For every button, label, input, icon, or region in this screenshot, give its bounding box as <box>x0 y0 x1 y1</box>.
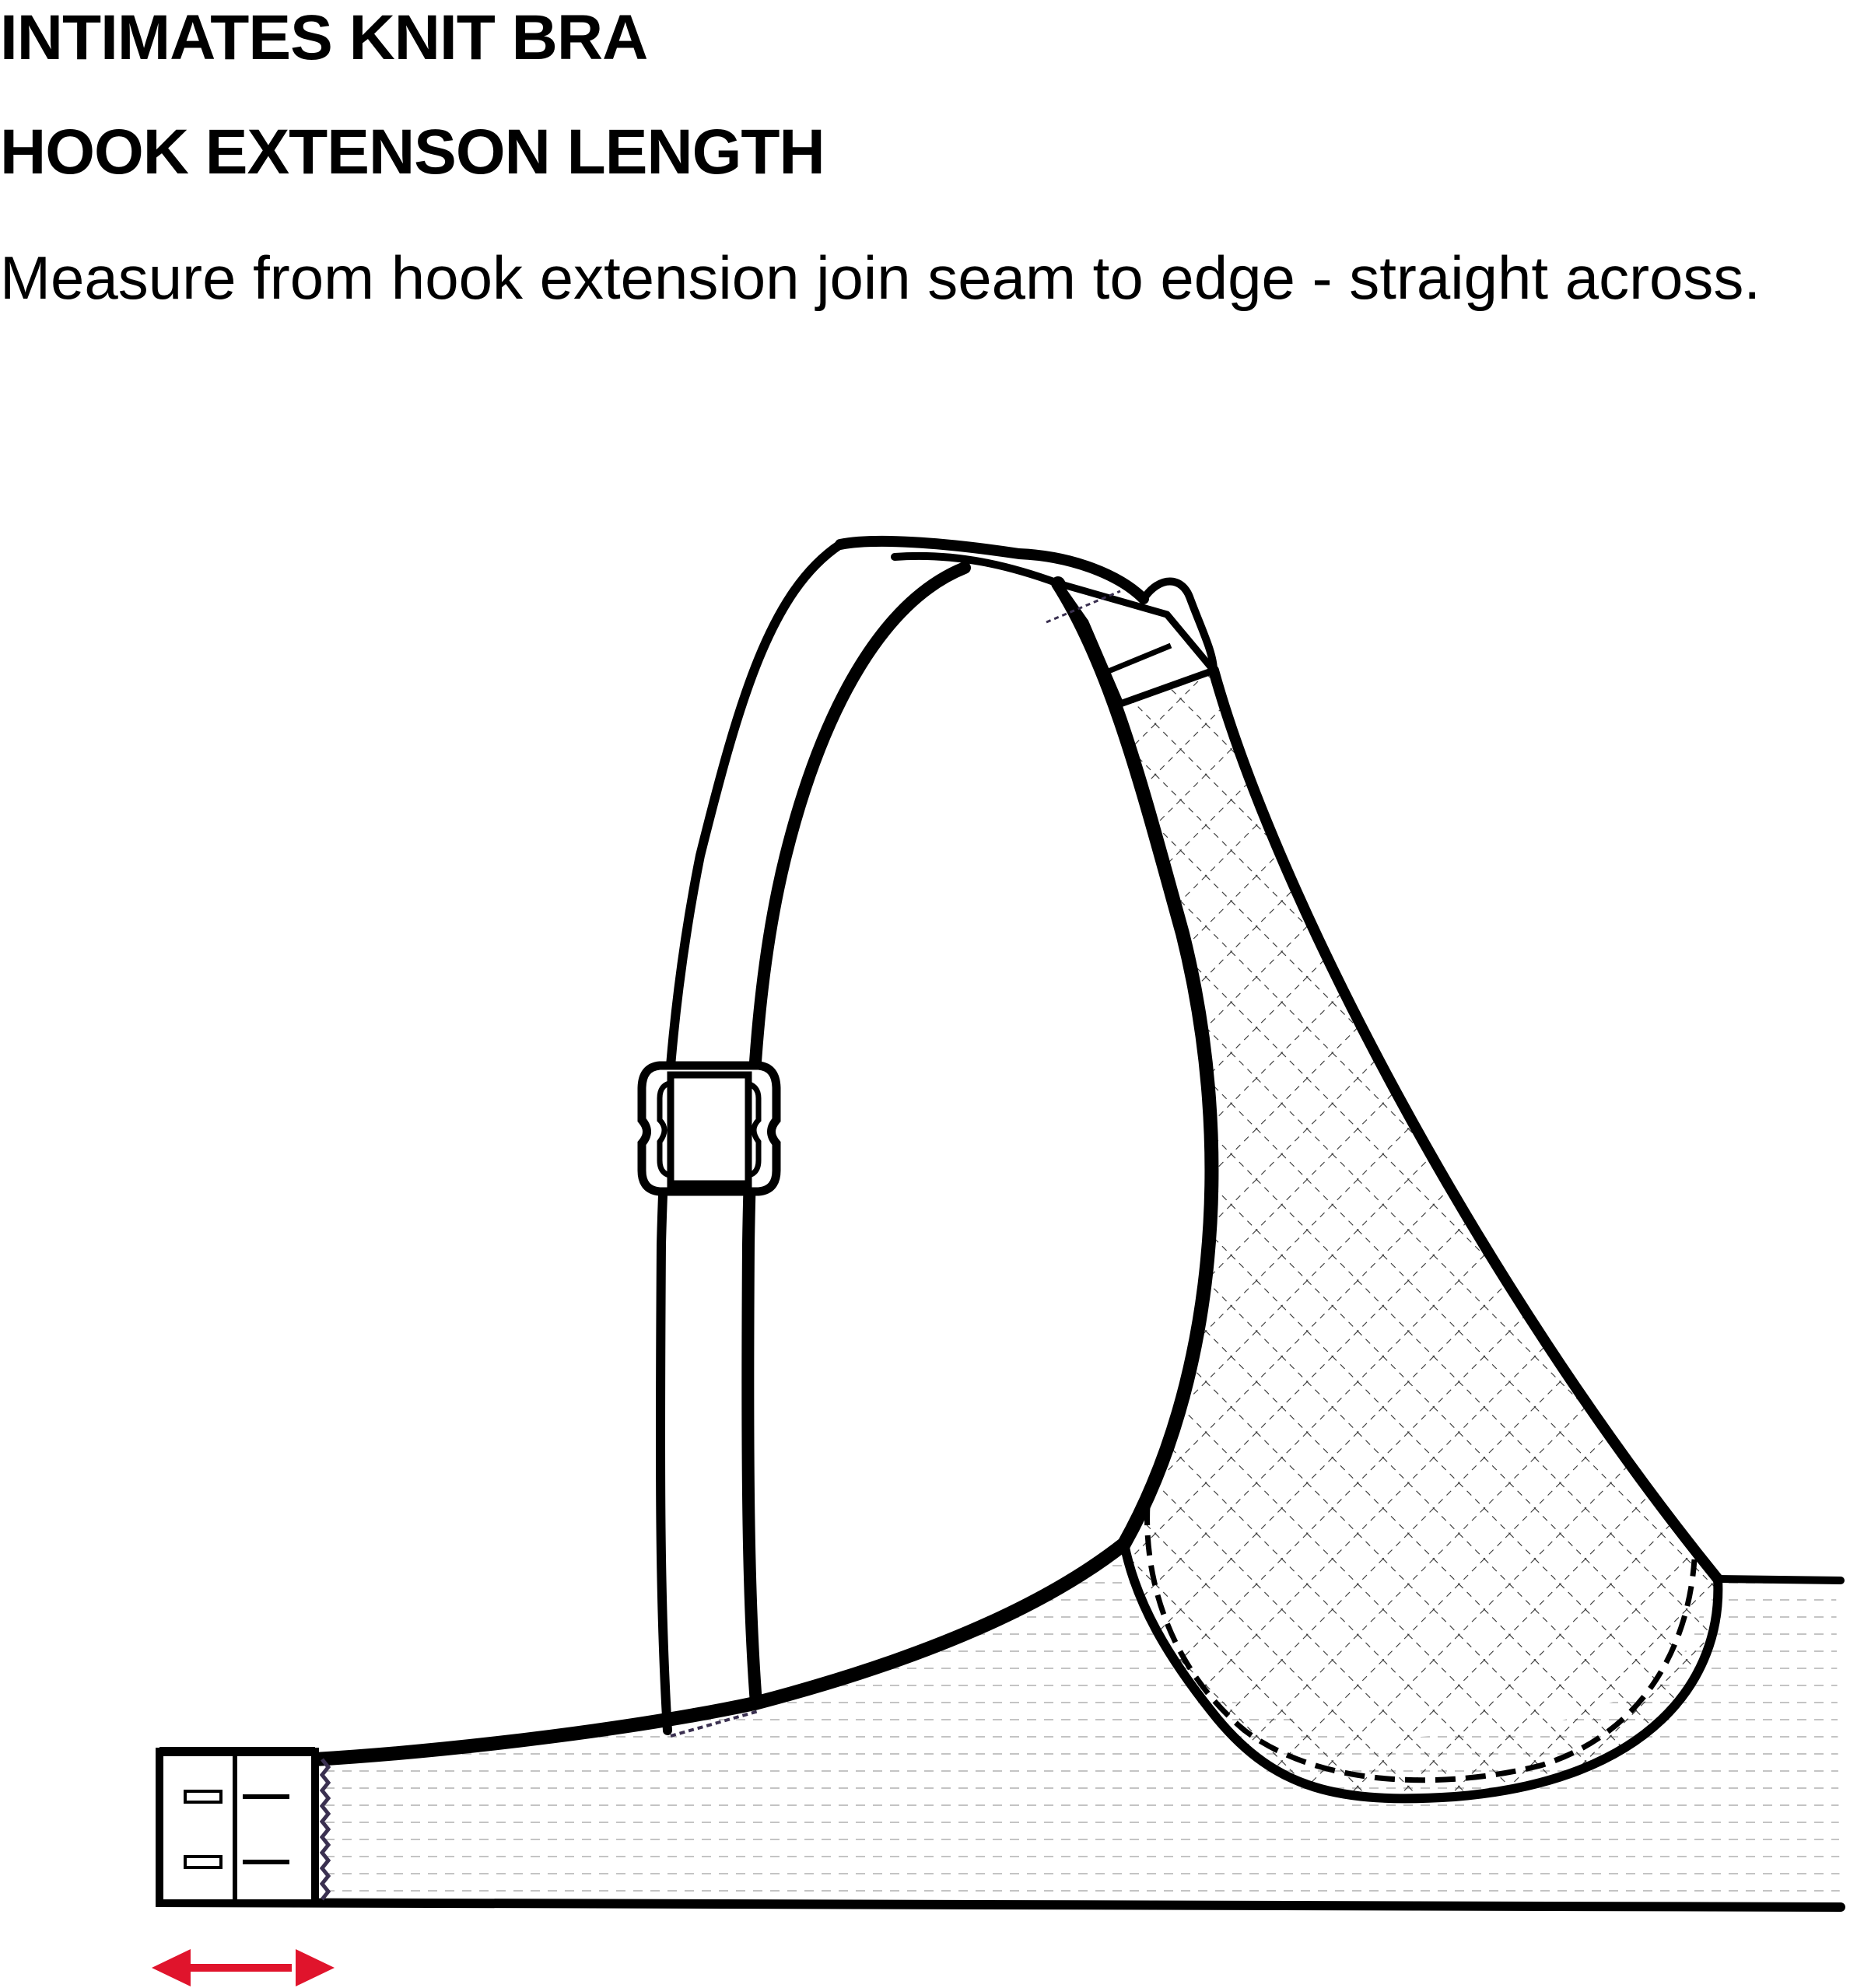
hook-join-seam <box>319 1758 331 1901</box>
strap-back-inner <box>741 562 971 1710</box>
page-title: INTIMATES KNIT BRA <box>0 2 648 73</box>
band-bottom <box>157 1898 1845 1912</box>
hook-2 <box>184 1855 289 1869</box>
hook-1 <box>184 1790 289 1804</box>
strap-top-loop <box>835 535 1149 604</box>
band-fill <box>315 1544 1840 1907</box>
strap-top-inner <box>891 551 1062 587</box>
band-top-right <box>1714 1575 1845 1584</box>
strap-top-ring <box>1140 577 1218 671</box>
strap-top-tab-line <box>1103 642 1172 676</box>
underwire-stitch <box>1144 1504 1698 1783</box>
strap-top-tab <box>1054 579 1218 708</box>
measurement-arrow <box>152 1949 335 1986</box>
measurement-instruction: Measure from hook extension join seam to… <box>0 243 1761 312</box>
strap-slider <box>637 1061 781 1196</box>
cup-inner-edge <box>308 576 1219 1766</box>
page-subtitle: HOOK EXTENSON LENGTH <box>0 117 825 187</box>
cup-underwire <box>1119 1539 1723 1804</box>
cup-mesh <box>1058 583 1719 1799</box>
strap-bottom-stitch <box>670 1710 759 1738</box>
cup-outer-edge <box>1208 665 1723 1584</box>
hook-extension <box>156 1747 331 1907</box>
